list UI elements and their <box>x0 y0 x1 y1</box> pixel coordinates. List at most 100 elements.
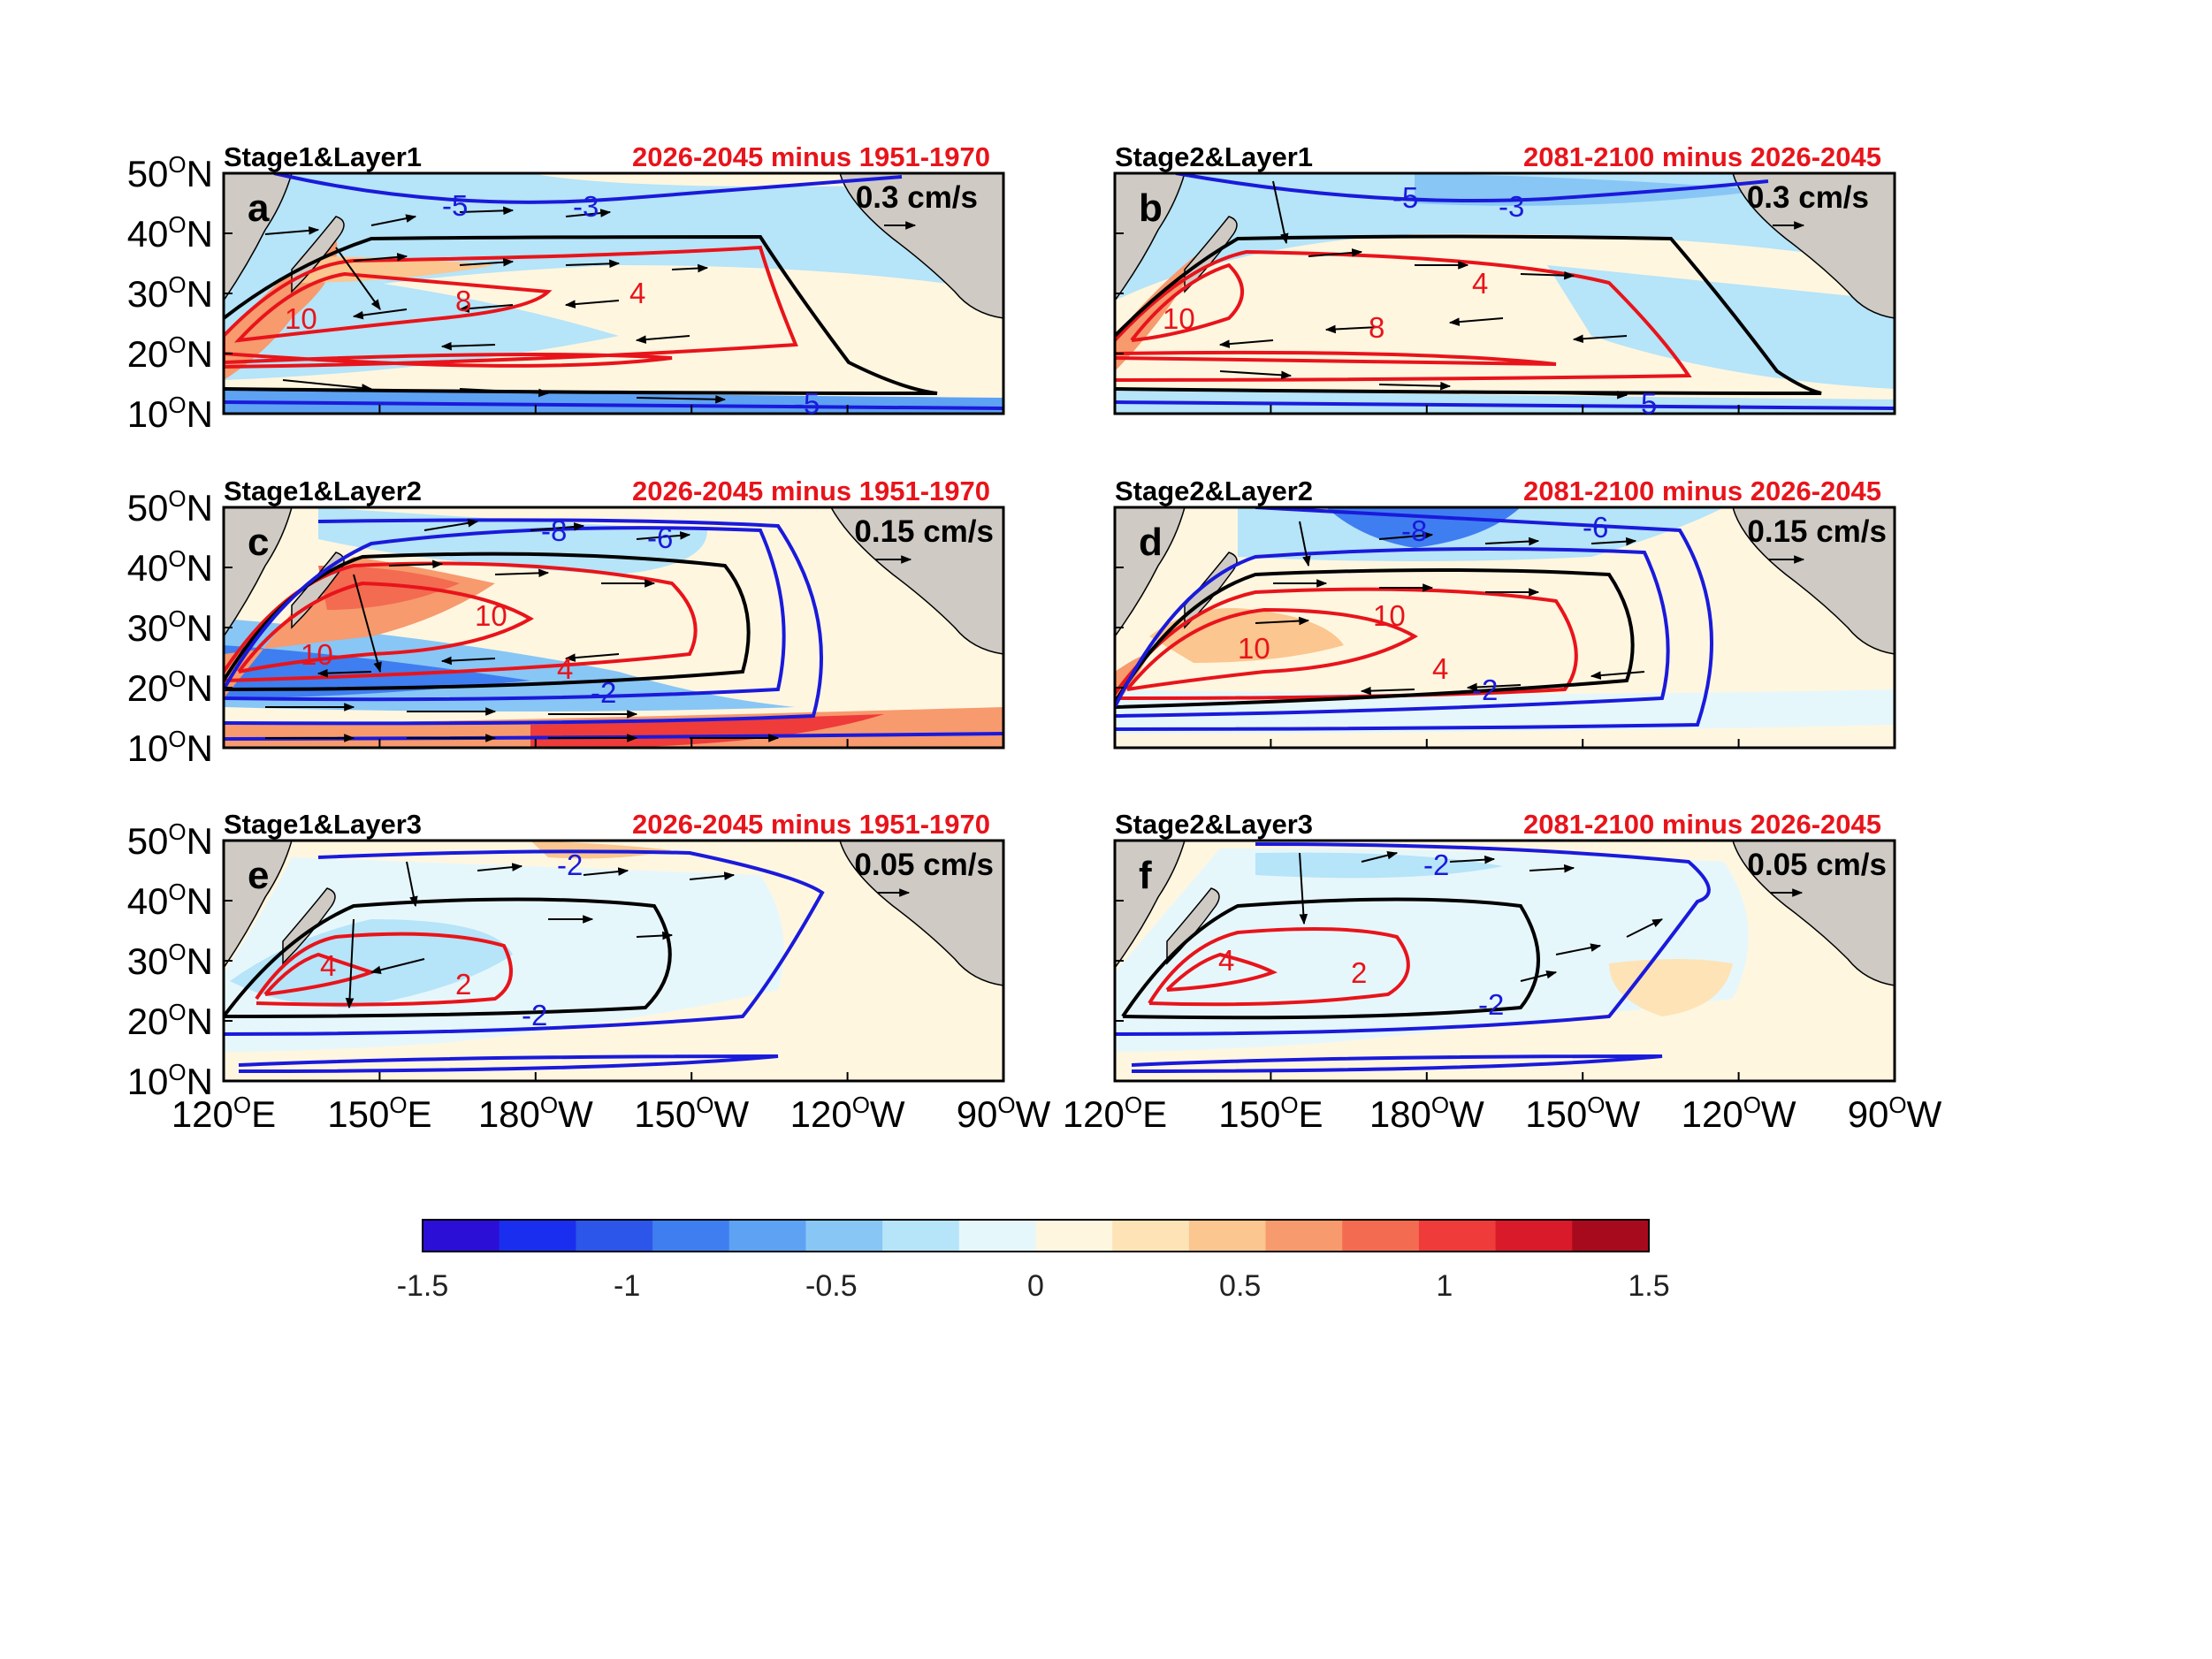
colorbar-segment <box>423 1220 500 1252</box>
vector <box>530 522 585 531</box>
panel-f-letter: f <box>1139 854 1152 897</box>
panel-c-label-blue-1: -6 <box>647 521 673 554</box>
panel-d-label-blue-0: -8 <box>1401 514 1427 547</box>
panel-e-neg-anomaly-core <box>230 919 513 1008</box>
panel-a-contour-pos-inner <box>233 271 553 343</box>
panel-c-contour-pos-inner <box>237 581 534 673</box>
vector <box>1590 537 1637 546</box>
panel-a-vectors <box>264 206 727 404</box>
y-tick-label: 20ON <box>127 331 213 375</box>
panel-a-ref-vector-label: 0.3 cm/s <box>856 180 978 215</box>
vector <box>636 931 674 940</box>
panel-f-contour-zero <box>1121 897 1540 1020</box>
y-tick-label: 50ON <box>127 151 213 194</box>
panel-d-contour-pos-inner <box>1125 607 1418 691</box>
vector <box>458 304 514 313</box>
panel-d-period: 2081-2100 minus 2026-2045 <box>1523 476 1881 506</box>
panel-a-contour-pos-outer <box>224 245 798 369</box>
vector <box>406 861 418 908</box>
panel-d-label-red-0: 10 <box>1238 632 1270 665</box>
vector <box>1590 671 1645 680</box>
colorbar-segment <box>1572 1220 1650 1252</box>
panel-c-ref-vector-label: 0.15 cm/s <box>854 514 994 549</box>
panel-c-contour-neg-inner <box>224 526 786 702</box>
vector <box>1272 180 1289 245</box>
panel-f-contour-neg-outer <box>1115 842 1711 1036</box>
y-tick-label: 40ON <box>127 545 213 589</box>
panel-e-letter: e <box>248 854 269 897</box>
colorbar-segment <box>728 1220 806 1252</box>
panel-f: 4 2 -2 -2 f Stage2&Layer3 2081-2100 minu… <box>1113 809 1896 1083</box>
vector <box>345 918 355 1009</box>
panel-b-contour-neg-south <box>1115 400 1895 410</box>
vector <box>1626 918 1664 938</box>
colorbar-tick-label: 0.5 <box>1219 1269 1261 1303</box>
vector <box>1299 521 1311 567</box>
panel-a-letter: a <box>248 186 270 230</box>
panel-c-land-asia <box>224 507 293 638</box>
panel-b-neg-anomaly-core <box>1415 173 1768 206</box>
y-tick-label: 20ON <box>127 999 213 1042</box>
panel-c-period: 2026-2045 minus 1951-1970 <box>632 476 990 506</box>
panel-a-label-red-1: 8 <box>455 285 471 317</box>
vector <box>317 668 372 678</box>
vector <box>564 300 620 308</box>
vector <box>459 257 515 267</box>
panel-e-contour-pos-outer <box>255 932 513 1007</box>
vector <box>353 574 382 673</box>
panel-f-period: 2081-2100 minus 2026-2045 <box>1523 809 1881 840</box>
vector <box>1529 864 1575 873</box>
panel-f-contour-neg-eq <box>1131 1054 1663 1073</box>
vector <box>440 656 496 666</box>
panel-d-title: Stage2&Layer2 <box>1115 476 1313 506</box>
vector <box>1255 616 1310 626</box>
panel-b-title: Stage2&Layer1 <box>1115 141 1313 172</box>
panel-b-contour-zero <box>1115 234 1822 395</box>
vector <box>636 394 727 404</box>
panel-e-land-north-america <box>839 841 1003 986</box>
panel-a-period: 2026-2045 minus 1951-1970 <box>632 141 990 172</box>
axes-layer: 50ON 40ON 30ON 20ON 10ON 50ON 40ON 30ON 20ON 10ON… <box>127 151 1942 1135</box>
panel-c-label-red-0: 10 <box>301 638 333 671</box>
vector <box>1555 390 1628 400</box>
panel-b-neg-anomaly <box>1115 173 1895 301</box>
panel-e-pos-anomaly-north <box>530 841 672 859</box>
panel-a-contour-pos-south <box>224 352 673 368</box>
panel-b-label-red-1: 8 <box>1369 311 1384 344</box>
x-tick-label: 120OW <box>790 1092 905 1135</box>
panel-d-label-blue-1: -6 <box>1583 511 1608 544</box>
panel-c-label-red-1: 10 <box>475 599 507 632</box>
y-tick-label: 10ON <box>127 392 213 435</box>
panel-d-contour-neg-inner <box>1115 547 1670 718</box>
panel-c-contour-zero <box>224 552 751 691</box>
panel-e-land-japan <box>282 887 336 965</box>
panel-b: 10 8 4 -5 -3 -5 b Stage2&Layer1 2081-210… <box>1113 141 1896 420</box>
vector <box>1449 855 1496 864</box>
panel-c-title: Stage1&Layer2 <box>224 476 422 506</box>
panel-a-neg-anomaly-south <box>224 265 619 380</box>
y-tick-label: 30ON <box>127 271 213 315</box>
panel-f-ref-vector-label: 0.05 cm/s <box>1747 848 1887 882</box>
x-tick-label: 150OW <box>634 1092 749 1135</box>
panel-c: 10 10 4 -8 -6 -2 c Stage1&Layer2 2026-20… <box>222 476 1005 750</box>
panel-b-land-asia <box>1115 173 1186 302</box>
panel-b-label-blue-1: -3 <box>1499 190 1524 223</box>
vector <box>459 206 515 216</box>
panel-d-vectors <box>1255 521 1645 696</box>
panel-b-contour-pos-inner <box>1130 263 1244 342</box>
panel-e-vectors <box>345 861 736 1009</box>
x-tick-label: 90OW <box>1848 1092 1942 1135</box>
panel-d-letter: d <box>1139 521 1163 564</box>
panel-b-letter: b <box>1139 186 1163 230</box>
panel-e-contour-neg-eq <box>238 1054 779 1073</box>
vector <box>282 379 373 392</box>
vector <box>1378 531 1434 540</box>
x-tick-label: 180OW <box>478 1092 593 1135</box>
panel-b-neg-anomaly-east <box>1547 265 1895 389</box>
colorbar-tick-label: -1.5 <box>397 1269 449 1303</box>
panel-a-title: Stage1&Layer1 <box>224 141 422 172</box>
x-tick-label: 180OW <box>1369 1092 1484 1135</box>
panel-b-label-blue-0: -5 <box>1392 181 1418 214</box>
panel-d-ref-vector-label: 0.15 cm/s <box>1747 514 1887 549</box>
panel-f-pos-anomaly-east <box>1609 959 1733 1016</box>
